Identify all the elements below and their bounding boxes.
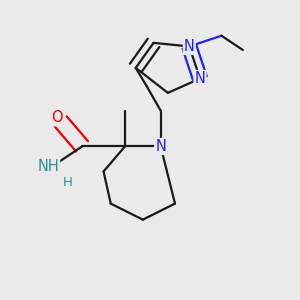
Text: NH: NH (37, 159, 59, 174)
Text: O: O (51, 110, 63, 125)
Text: H: H (63, 176, 73, 189)
Text: N: N (195, 71, 206, 86)
Text: N: N (184, 39, 195, 54)
Text: N: N (155, 139, 166, 154)
